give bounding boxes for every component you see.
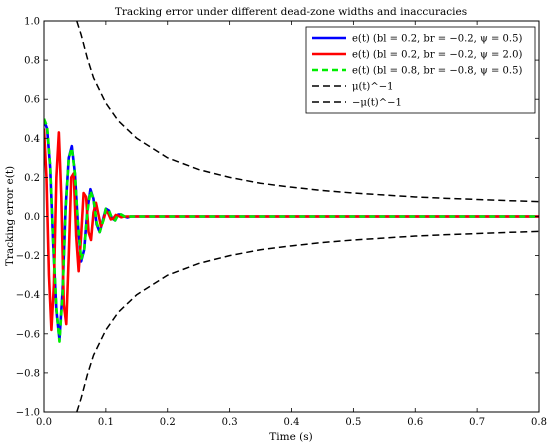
y-tick-label: 0.6 — [24, 95, 40, 106]
x-tick-label: 0.0 — [36, 417, 52, 428]
legend: e(t) (bl = 0.2, br = −0.2, ψ = 0.5) e(t) … — [305, 26, 536, 114]
x-tick-label: 0.6 — [407, 417, 423, 428]
y-tick-label: −1.0 — [16, 408, 40, 419]
series-line-3 — [44, 118, 539, 343]
y-tick-label: 1.0 — [24, 17, 40, 28]
legend-label-5: −μ(t)^−1 — [352, 98, 402, 109]
legend-entries: e(t) (bl = 0.2, br = −0.2, ψ = 0.5) e(t) … — [312, 34, 522, 109]
series-line-2 — [44, 128, 539, 332]
y-tick-label: 0.4 — [24, 134, 40, 145]
legend-label-3: e(t) (bl = 0.8, br = −0.8, ψ = 0.5) — [352, 66, 522, 77]
y-tick-label: 0.2 — [24, 173, 40, 184]
legend-label-2: e(t) (bl = 0.2, br = −0.2, ψ = 2.0) — [352, 50, 522, 61]
chart-title: Tracking error under different dead-zone… — [115, 6, 467, 18]
y-tick-label: −0.8 — [16, 368, 40, 379]
x-tick-label: 0.7 — [469, 417, 485, 428]
ticks-layer: 0.0 0.1 0.2 0.3 0.4 0.5 0.6 0.7 0.8 −1.0 −0.8 −0.6 −… — [16, 17, 547, 429]
y-tick-label: −0.2 — [16, 251, 40, 262]
x-tick-label: 0.4 — [284, 417, 300, 428]
x-tick-label: 0.1 — [98, 417, 114, 428]
x-tick-label: 0.3 — [222, 417, 238, 428]
series-line-1 — [44, 120, 539, 341]
x-axis-label: Time (s) — [269, 431, 312, 443]
y-tick-label: 0.0 — [24, 212, 40, 223]
y-axis-label: Tracking error e(t) — [4, 166, 16, 266]
x-tick-label: 0.2 — [160, 417, 176, 428]
x-tick-label: 0.5 — [345, 417, 361, 428]
y-tick-label: −0.6 — [16, 329, 40, 340]
series-line-5 — [76, 230, 539, 412]
legend-label-1: e(t) (bl = 0.2, br = −0.2, ψ = 0.5) — [352, 34, 522, 45]
y-tick-label: −0.4 — [16, 290, 40, 301]
y-tick-label: 0.8 — [24, 56, 40, 67]
x-tick-label: 0.8 — [531, 417, 547, 428]
series-layer — [44, 21, 539, 412]
legend-label-4: μ(t)^−1 — [352, 82, 393, 93]
